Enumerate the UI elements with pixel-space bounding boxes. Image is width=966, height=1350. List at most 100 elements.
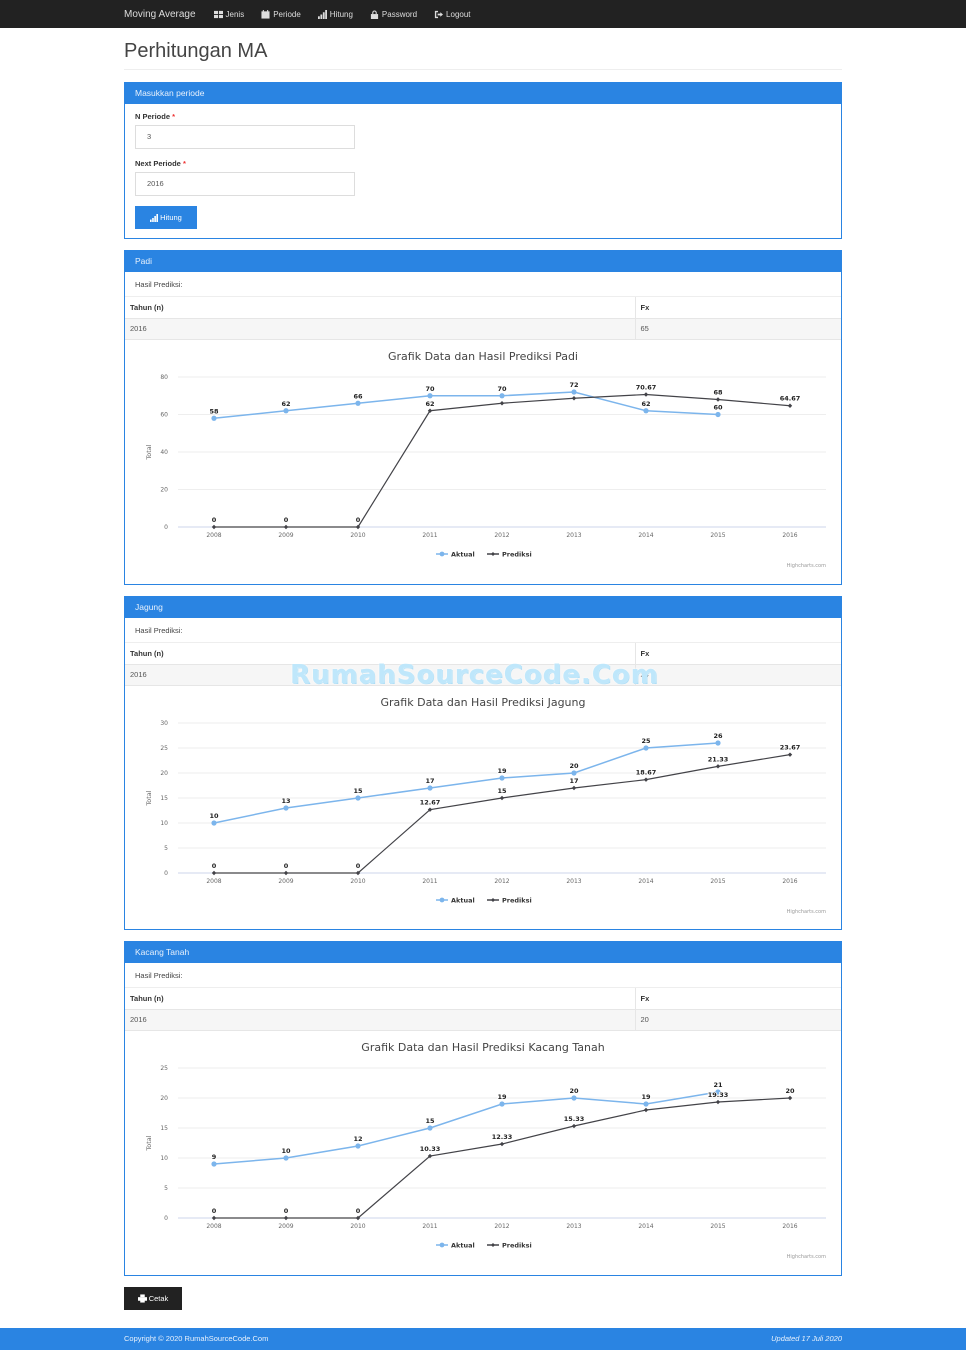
data-point[interactable] <box>283 524 289 529</box>
nav-item-periode[interactable]: Periode <box>261 9 301 19</box>
data-point[interactable] <box>211 1215 217 1220</box>
nav-item-jenis[interactable]: Jenis <box>213 10 244 19</box>
chart-credit-link[interactable]: Highcharts.com <box>787 909 826 915</box>
data-point[interactable] <box>427 784 433 791</box>
data-point[interactable] <box>715 763 721 769</box>
y-tick-label: 80 <box>160 374 168 381</box>
fx-cell: 24 <box>634 664 841 686</box>
x-tick-label: 2016 <box>782 532 797 539</box>
data-label: 20 <box>785 1087 795 1095</box>
data-point[interactable] <box>355 1142 361 1149</box>
data-point[interactable] <box>787 403 793 408</box>
data-label: 0 <box>284 516 289 524</box>
data-point[interactable] <box>571 1094 577 1101</box>
data-label: 58 <box>209 407 219 415</box>
data-label: 19.33 <box>708 1091 729 1099</box>
data-point[interactable] <box>643 407 649 413</box>
next-periode-input[interactable]: 2016 <box>135 172 355 196</box>
data-point[interactable] <box>787 751 793 757</box>
data-point[interactable] <box>643 391 649 397</box>
x-tick-label: 2015 <box>710 878 725 885</box>
nav-item-logout[interactable]: Logout <box>434 10 471 19</box>
data-point[interactable] <box>715 739 721 746</box>
data-point[interactable] <box>571 785 577 790</box>
data-point[interactable] <box>715 411 721 417</box>
data-point[interactable] <box>211 819 217 826</box>
data-label: 68 <box>713 388 723 396</box>
data-point[interactable] <box>499 400 505 405</box>
panel-heading: Jagung <box>125 597 841 618</box>
data-label: 0 <box>284 1207 289 1215</box>
data-point[interactable] <box>211 870 217 875</box>
chart-jagung: Grafik Data dan Hasil Prediksi Jagung 0 5 1… <box>125 686 841 926</box>
data-point[interactable] <box>715 1099 721 1104</box>
data-point[interactable] <box>355 794 361 801</box>
data-point[interactable] <box>571 388 577 395</box>
data-point[interactable] <box>499 392 505 398</box>
data-point[interactable] <box>499 795 505 800</box>
legend-item-prediksi[interactable]: Prediksi <box>487 1241 532 1249</box>
chart-credit-link[interactable]: Highcharts.com <box>787 1254 826 1260</box>
data-point[interactable] <box>643 776 649 782</box>
data-point[interactable] <box>355 524 361 529</box>
x-tick-label: 2011 <box>422 878 437 885</box>
legend-item-prediksi[interactable]: Prediksi <box>487 896 532 904</box>
tahun-cell: 2016 <box>125 664 635 686</box>
data-point[interactable] <box>355 1215 361 1220</box>
legend-item-aktual[interactable]: Aktual <box>436 550 475 558</box>
fx-cell: 65 <box>634 318 841 340</box>
data-point[interactable] <box>499 774 505 781</box>
y-tick-label: 20 <box>160 486 168 493</box>
data-point[interactable] <box>283 407 289 413</box>
x-tick-label: 2015 <box>710 1223 725 1230</box>
chart-credit-link[interactable]: Highcharts.com <box>787 563 826 569</box>
data-point[interactable] <box>211 524 217 529</box>
x-tick-label: 2013 <box>566 878 581 885</box>
data-point[interactable] <box>355 870 361 875</box>
data-point[interactable] <box>643 744 649 751</box>
data-label: 0 <box>212 516 217 524</box>
data-point[interactable] <box>283 1154 289 1161</box>
data-point[interactable] <box>715 396 721 402</box>
data-point[interactable] <box>283 804 289 811</box>
data-point[interactable] <box>715 1088 721 1095</box>
legend-item-prediksi[interactable]: Prediksi <box>487 550 532 558</box>
data-label: 19 <box>497 767 507 775</box>
data-label: 17 <box>569 777 578 785</box>
legend-item-aktual[interactable]: Aktual <box>436 1241 475 1249</box>
x-tick-label: 2016 <box>782 1223 797 1230</box>
data-point[interactable] <box>571 395 577 400</box>
data-point[interactable] <box>643 1107 649 1112</box>
panel-heading: Padi <box>125 251 841 272</box>
nav-item-hitung[interactable]: Hitung <box>317 9 353 19</box>
svg-text:Prediksi: Prediksi <box>502 1241 532 1249</box>
legend-item-aktual[interactable]: Aktual <box>436 896 475 904</box>
data-point[interactable] <box>427 1153 433 1158</box>
brand-link[interactable]: Moving Average <box>124 8 196 20</box>
data-point[interactable] <box>427 1124 433 1131</box>
data-point[interactable] <box>283 1215 289 1220</box>
data-point[interactable] <box>427 392 433 398</box>
n-periode-input[interactable]: 3 <box>135 125 355 149</box>
data-label: 64.67 <box>780 394 801 402</box>
cetak-button[interactable]: Cetak <box>124 1287 182 1310</box>
data-point[interactable] <box>211 1160 217 1167</box>
data-point[interactable] <box>211 415 217 421</box>
data-point[interactable] <box>571 1123 577 1128</box>
data-point[interactable] <box>787 1095 793 1100</box>
data-point[interactable] <box>499 1141 505 1146</box>
data-point[interactable] <box>499 1100 505 1107</box>
column-header-tahun: Tahun (n) <box>125 988 635 1010</box>
data-point[interactable] <box>283 870 289 875</box>
nav-item-password[interactable]: Password <box>370 10 417 19</box>
hitung-button[interactable]: Hitung <box>135 206 197 229</box>
x-tick-label: 2013 <box>566 532 581 539</box>
y-axis-label: Total <box>145 790 153 806</box>
chart-kacang-tanah: Grafik Data dan Hasil Prediksi Kacang Ta… <box>125 1031 841 1271</box>
x-tick-label: 2014 <box>638 1223 653 1230</box>
data-point[interactable] <box>427 408 433 413</box>
data-point[interactable] <box>571 769 577 776</box>
data-point[interactable] <box>355 400 361 406</box>
data-point[interactable] <box>643 1100 649 1107</box>
tahun-cell: 2016 <box>125 1009 635 1031</box>
